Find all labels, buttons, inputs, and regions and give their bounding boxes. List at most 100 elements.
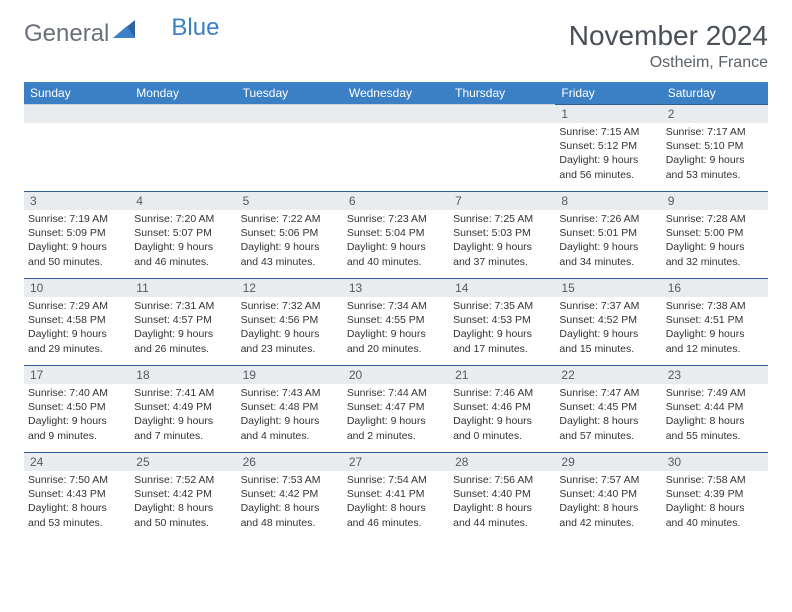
sunrise-line: Sunrise: 7:58 AM: [666, 473, 764, 487]
weekday-header: Thursday: [449, 82, 555, 105]
day-number: 25: [130, 453, 236, 471]
day-details: Sunrise: 7:52 AMSunset: 4:42 PMDaylight:…: [130, 471, 236, 534]
sunrise-line: Sunrise: 7:43 AM: [241, 386, 339, 400]
day-details: Sunrise: 7:53 AMSunset: 4:42 PMDaylight:…: [237, 471, 343, 534]
day-number: 23: [662, 366, 768, 384]
daylight-line: Daylight: 9 hours and 53 minutes.: [666, 153, 764, 181]
day-number: 22: [555, 366, 661, 384]
daylight-line: Daylight: 9 hours and 43 minutes.: [241, 240, 339, 268]
calendar-empty-cell: [343, 105, 449, 192]
calendar-week-row: 24Sunrise: 7:50 AMSunset: 4:43 PMDayligh…: [24, 453, 768, 540]
day-number: 11: [130, 279, 236, 297]
daylight-line: Daylight: 9 hours and 7 minutes.: [134, 414, 232, 442]
sunset-line: Sunset: 5:04 PM: [347, 226, 445, 240]
sunset-line: Sunset: 4:41 PM: [347, 487, 445, 501]
day-details: Sunrise: 7:35 AMSunset: 4:53 PMDaylight:…: [449, 297, 555, 360]
sunrise-line: Sunrise: 7:54 AM: [347, 473, 445, 487]
sunset-line: Sunset: 4:47 PM: [347, 400, 445, 414]
day-number: 12: [237, 279, 343, 297]
day-number: 2: [662, 105, 768, 123]
weekday-header: Monday: [130, 82, 236, 105]
daylight-line: Daylight: 8 hours and 50 minutes.: [134, 501, 232, 529]
day-details: Sunrise: 7:46 AMSunset: 4:46 PMDaylight:…: [449, 384, 555, 447]
daylight-line: Daylight: 9 hours and 9 minutes.: [28, 414, 126, 442]
sunset-line: Sunset: 4:58 PM: [28, 313, 126, 327]
day-number: 16: [662, 279, 768, 297]
sunrise-line: Sunrise: 7:53 AM: [241, 473, 339, 487]
sunrise-line: Sunrise: 7:32 AM: [241, 299, 339, 313]
daylight-line: Daylight: 8 hours and 48 minutes.: [241, 501, 339, 529]
day-details: Sunrise: 7:43 AMSunset: 4:48 PMDaylight:…: [237, 384, 343, 447]
calendar-day-cell: 13Sunrise: 7:34 AMSunset: 4:55 PMDayligh…: [343, 279, 449, 366]
calendar-body: 1Sunrise: 7:15 AMSunset: 5:12 PMDaylight…: [24, 105, 768, 540]
sunrise-line: Sunrise: 7:20 AM: [134, 212, 232, 226]
location-label: Ostheim, France: [569, 54, 768, 72]
calendar-page: General Blue November 2024 Ostheim, Fran…: [0, 0, 792, 559]
calendar-day-cell: 15Sunrise: 7:37 AMSunset: 4:52 PMDayligh…: [555, 279, 661, 366]
day-number: 19: [237, 366, 343, 384]
daylight-line: Daylight: 9 hours and 46 minutes.: [134, 240, 232, 268]
day-details: Sunrise: 7:31 AMSunset: 4:57 PMDaylight:…: [130, 297, 236, 360]
calendar-day-cell: 21Sunrise: 7:46 AMSunset: 4:46 PMDayligh…: [449, 366, 555, 453]
day-number: 3: [24, 192, 130, 210]
sunrise-line: Sunrise: 7:31 AM: [134, 299, 232, 313]
sunrise-line: Sunrise: 7:52 AM: [134, 473, 232, 487]
daylight-line: Daylight: 8 hours and 44 minutes.: [453, 501, 551, 529]
day-number: 8: [555, 192, 661, 210]
daylight-line: Daylight: 9 hours and 12 minutes.: [666, 327, 764, 355]
calendar-day-cell: 11Sunrise: 7:31 AMSunset: 4:57 PMDayligh…: [130, 279, 236, 366]
calendar-week-row: 10Sunrise: 7:29 AMSunset: 4:58 PMDayligh…: [24, 279, 768, 366]
sunset-line: Sunset: 4:48 PM: [241, 400, 339, 414]
weekday-header: Saturday: [662, 82, 768, 105]
day-details: Sunrise: 7:54 AMSunset: 4:41 PMDaylight:…: [343, 471, 449, 534]
day-number: 13: [343, 279, 449, 297]
sunrise-line: Sunrise: 7:26 AM: [559, 212, 657, 226]
sunrise-line: Sunrise: 7:56 AM: [453, 473, 551, 487]
sunrise-line: Sunrise: 7:25 AM: [453, 212, 551, 226]
calendar-day-cell: 25Sunrise: 7:52 AMSunset: 4:42 PMDayligh…: [130, 453, 236, 540]
calendar-day-cell: 27Sunrise: 7:54 AMSunset: 4:41 PMDayligh…: [343, 453, 449, 540]
calendar-day-cell: 8Sunrise: 7:26 AMSunset: 5:01 PMDaylight…: [555, 192, 661, 279]
day-details: Sunrise: 7:22 AMSunset: 5:06 PMDaylight:…: [237, 210, 343, 273]
daylight-line: Daylight: 9 hours and 15 minutes.: [559, 327, 657, 355]
sunset-line: Sunset: 5:01 PM: [559, 226, 657, 240]
calendar-day-cell: 24Sunrise: 7:50 AMSunset: 4:43 PMDayligh…: [24, 453, 130, 540]
day-number: 26: [237, 453, 343, 471]
sunset-line: Sunset: 4:39 PM: [666, 487, 764, 501]
month-title: November 2024: [569, 20, 768, 52]
day-details: Sunrise: 7:20 AMSunset: 5:07 PMDaylight:…: [130, 210, 236, 273]
calendar-day-cell: 23Sunrise: 7:49 AMSunset: 4:44 PMDayligh…: [662, 366, 768, 453]
day-number: [449, 105, 555, 123]
day-details: Sunrise: 7:57 AMSunset: 4:40 PMDaylight:…: [555, 471, 661, 534]
calendar-day-cell: 14Sunrise: 7:35 AMSunset: 4:53 PMDayligh…: [449, 279, 555, 366]
daylight-line: Daylight: 8 hours and 57 minutes.: [559, 414, 657, 442]
sunset-line: Sunset: 5:12 PM: [559, 139, 657, 153]
day-number: [237, 105, 343, 123]
sunset-line: Sunset: 4:46 PM: [453, 400, 551, 414]
sunrise-line: Sunrise: 7:15 AM: [559, 125, 657, 139]
daylight-line: Daylight: 9 hours and 37 minutes.: [453, 240, 551, 268]
sunrise-line: Sunrise: 7:37 AM: [559, 299, 657, 313]
sunset-line: Sunset: 4:52 PM: [559, 313, 657, 327]
day-number: 6: [343, 192, 449, 210]
calendar-day-cell: 26Sunrise: 7:53 AMSunset: 4:42 PMDayligh…: [237, 453, 343, 540]
daylight-line: Daylight: 8 hours and 40 minutes.: [666, 501, 764, 529]
calendar-day-cell: 18Sunrise: 7:41 AMSunset: 4:49 PMDayligh…: [130, 366, 236, 453]
sunset-line: Sunset: 4:44 PM: [666, 400, 764, 414]
sunset-line: Sunset: 4:50 PM: [28, 400, 126, 414]
calendar-day-cell: 17Sunrise: 7:40 AMSunset: 4:50 PMDayligh…: [24, 366, 130, 453]
calendar-day-cell: 22Sunrise: 7:47 AMSunset: 4:45 PMDayligh…: [555, 366, 661, 453]
sunset-line: Sunset: 5:07 PM: [134, 226, 232, 240]
sunset-line: Sunset: 4:55 PM: [347, 313, 445, 327]
weekday-header: Tuesday: [237, 82, 343, 105]
calendar-day-cell: 29Sunrise: 7:57 AMSunset: 4:40 PMDayligh…: [555, 453, 661, 540]
sunset-line: Sunset: 4:57 PM: [134, 313, 232, 327]
brand-text-1: General: [24, 20, 109, 48]
calendar-day-cell: 30Sunrise: 7:58 AMSunset: 4:39 PMDayligh…: [662, 453, 768, 540]
day-number: 4: [130, 192, 236, 210]
calendar-empty-cell: [24, 105, 130, 192]
daylight-line: Daylight: 9 hours and 17 minutes.: [453, 327, 551, 355]
sunset-line: Sunset: 4:40 PM: [559, 487, 657, 501]
calendar-day-cell: 4Sunrise: 7:20 AMSunset: 5:07 PMDaylight…: [130, 192, 236, 279]
sunset-line: Sunset: 4:40 PM: [453, 487, 551, 501]
